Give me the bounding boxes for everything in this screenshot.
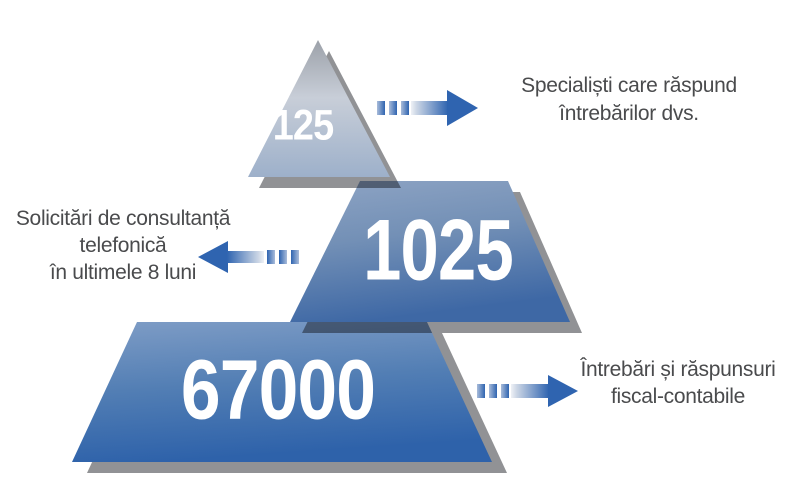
arrow-left-middle-icon bbox=[198, 241, 299, 273]
tier-top-shape bbox=[248, 40, 390, 177]
tier-bottom-label-line1: Întrebări și răspunsuri bbox=[580, 358, 776, 381]
tier-top-label: Specialiști care răspund întrebărilor dv… bbox=[521, 72, 737, 128]
tier-middle-label-line1: Solicitări de consultanță bbox=[15, 207, 231, 230]
tier-bottom-shape bbox=[72, 322, 492, 462]
tier-middle-label-line2: telefonică bbox=[79, 234, 167, 257]
tier-middle-shape bbox=[290, 181, 570, 322]
tier-top-value: 125 bbox=[272, 101, 334, 150]
tier-middle-value: 1025 bbox=[363, 202, 514, 299]
arrow-right-bottom-icon bbox=[477, 375, 578, 407]
tier-middle-label-line3: în ultimele 8 luni bbox=[49, 261, 197, 284]
tier-bottom-value: 67000 bbox=[180, 342, 376, 437]
tier-bottom-label: Întrebări și răspunsuri fiscal-contabile bbox=[580, 356, 775, 410]
tier-top-label-line2: întrebărilor dvs. bbox=[559, 102, 699, 125]
tier-middle-label: Solicitări de consultanță telefonică în … bbox=[15, 205, 231, 286]
arrow-right-top-icon bbox=[377, 90, 478, 126]
tier-top-label-line1: Specialiști care răspund bbox=[521, 74, 737, 97]
tier-bottom-label-line2: fiscal-contabile bbox=[610, 385, 746, 408]
